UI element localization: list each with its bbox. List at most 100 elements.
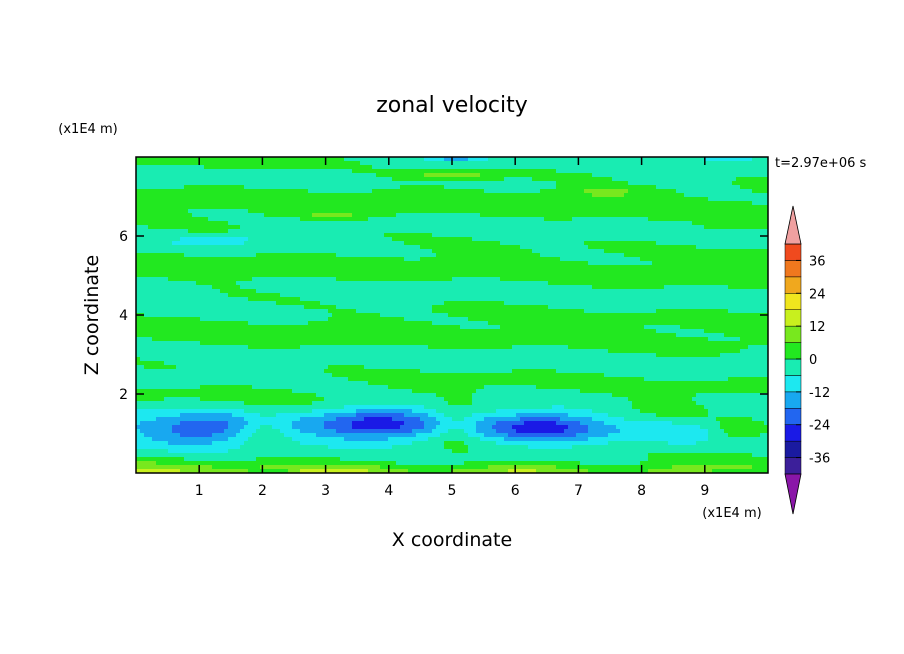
field-cell [612, 269, 617, 274]
field-cell [320, 277, 325, 282]
field-cell [716, 157, 721, 162]
field-cell [488, 221, 493, 226]
field-cell [292, 225, 297, 230]
field-cell [376, 157, 381, 162]
field-cell [516, 197, 521, 202]
field-cell [612, 197, 617, 202]
field-cell [412, 245, 417, 250]
field-cell [572, 245, 577, 250]
field-cell [352, 217, 357, 222]
field-cell [476, 209, 481, 214]
field-cell [648, 249, 653, 254]
field-cell [156, 253, 161, 258]
field-cell [604, 181, 609, 186]
field-cell [536, 177, 541, 182]
field-cell [212, 245, 217, 250]
field-cell [348, 177, 353, 182]
field-cell [268, 273, 273, 278]
field-cell [548, 241, 553, 246]
field-cell [496, 185, 501, 190]
field-cell [720, 253, 725, 258]
field-cell [524, 205, 529, 210]
field-cell [672, 229, 677, 234]
field-cell [500, 233, 505, 238]
field-cell [396, 269, 401, 274]
field-cell [256, 213, 261, 218]
field-cell [184, 277, 189, 282]
field-cell [536, 273, 541, 278]
field-cell [192, 229, 197, 234]
field-cell [484, 193, 489, 198]
field-cell [368, 193, 373, 198]
field-cell [652, 193, 657, 198]
field-cell [144, 229, 149, 234]
field-cell [276, 193, 281, 198]
field-cell [224, 277, 229, 282]
field-cell [636, 225, 641, 230]
field-cell [140, 261, 145, 266]
field-cell [744, 253, 749, 258]
field-cell [232, 161, 237, 166]
field-cell [576, 261, 581, 266]
field-cell [272, 169, 277, 174]
field-cell [568, 265, 573, 270]
field-cell [372, 245, 377, 250]
field-cell [412, 177, 417, 182]
field-cell [684, 257, 689, 262]
field-cell [416, 177, 421, 182]
field-cell [740, 209, 745, 214]
field-cell [636, 189, 641, 194]
field-cell [552, 225, 557, 230]
field-cell [492, 273, 497, 278]
field-cell [364, 225, 369, 230]
field-cell [220, 205, 225, 210]
field-cell [608, 205, 613, 210]
field-cell [624, 197, 629, 202]
field-cell [428, 237, 433, 242]
field-cell [760, 161, 765, 166]
field-cell [764, 217, 768, 222]
field-cell [508, 265, 513, 270]
field-cell [280, 221, 285, 226]
field-cell [516, 269, 521, 274]
field-cell [420, 265, 425, 270]
field-cell [156, 185, 161, 190]
field-cell [308, 269, 313, 274]
field-cell [372, 213, 377, 218]
field-cell [616, 233, 621, 238]
field-cell [288, 189, 293, 194]
field-cell [572, 277, 577, 282]
field-cell [620, 193, 625, 198]
field-cell [336, 185, 341, 190]
field-cell [572, 169, 577, 174]
field-cell [764, 157, 768, 162]
field-cell [732, 177, 737, 182]
field-cell [664, 213, 669, 218]
field-cell [280, 157, 285, 162]
field-cell [464, 193, 469, 198]
field-cell [396, 261, 401, 266]
field-cell [624, 161, 629, 166]
field-cell [580, 197, 585, 202]
field-cell [344, 225, 349, 230]
field-cell [320, 265, 325, 270]
field-cell [404, 197, 409, 202]
field-cell [460, 213, 465, 218]
field-cell [348, 161, 353, 166]
field-cell [596, 185, 601, 190]
field-cell [712, 169, 717, 174]
field-cell [672, 177, 677, 182]
field-cell [300, 201, 305, 206]
field-cell [608, 217, 613, 222]
field-cell [368, 197, 373, 202]
field-cell [548, 233, 553, 238]
field-cell [188, 185, 193, 190]
field-cell [356, 185, 361, 190]
field-cell [660, 253, 665, 258]
field-cell [380, 213, 385, 218]
field-cell [316, 221, 321, 226]
field-cell [520, 193, 525, 198]
field-cell [636, 269, 641, 274]
field-cell [276, 281, 281, 286]
field-cell [668, 277, 673, 282]
